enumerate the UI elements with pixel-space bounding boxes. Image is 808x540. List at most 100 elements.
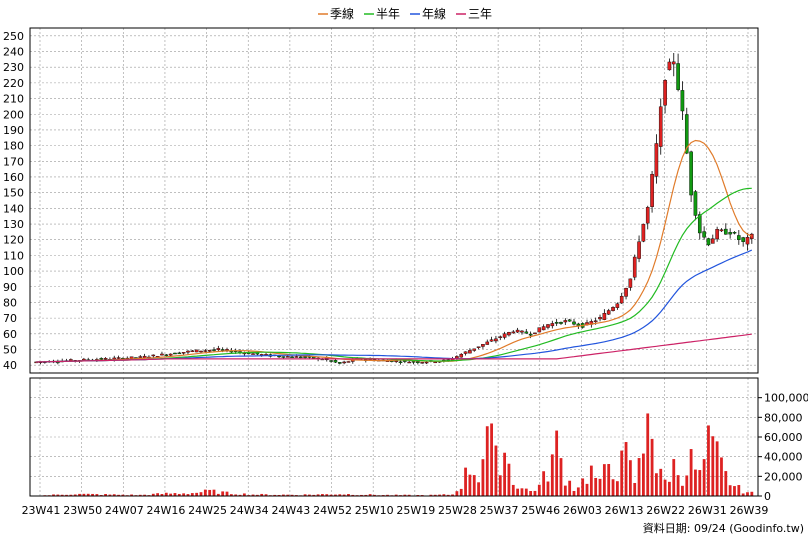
volume-bar [429, 494, 433, 496]
price-tick-label: 200 [3, 108, 24, 121]
candle-body [342, 361, 346, 364]
volume-bar [273, 494, 277, 496]
candle-body [615, 303, 620, 308]
volume-bar [156, 493, 160, 496]
volume-bar [78, 493, 81, 496]
volume-bar [520, 488, 524, 496]
price-tick-label: 50 [3, 343, 17, 356]
volume-bar [624, 442, 628, 496]
volume-bar [477, 482, 480, 496]
volume-bar [542, 471, 546, 496]
volume-bar [472, 475, 476, 496]
candle-body [303, 356, 307, 358]
volume-bar [576, 487, 580, 496]
time-tick-label: 24W07 [105, 504, 144, 517]
volume-bar [368, 494, 372, 496]
volume-bar [455, 491, 459, 496]
volume-bar [585, 483, 589, 496]
volume-bar [611, 479, 615, 496]
volume-bar [468, 474, 472, 496]
candle-body [420, 362, 424, 364]
candle-body [186, 350, 190, 353]
candle-body [164, 354, 169, 356]
candle-body [337, 362, 342, 364]
ma-line-156 [36, 333, 752, 363]
time-tick-label: 25W37 [480, 504, 519, 517]
volume-bar [433, 494, 437, 496]
volume-bar [407, 494, 411, 496]
volume-bar [550, 454, 554, 496]
candle-body [168, 353, 173, 356]
candle-body [416, 361, 420, 363]
volume-tick-label: 60,000 [764, 431, 803, 444]
candle-body [537, 327, 542, 333]
volume-bar [529, 490, 533, 496]
candle-body [151, 354, 156, 357]
volume-bar [229, 494, 233, 496]
volume-bar [143, 494, 147, 496]
candle-body [433, 361, 438, 364]
volume-bar [546, 481, 550, 496]
volume-bar [698, 470, 702, 496]
volume-bar [524, 488, 528, 496]
volume-bar [169, 493, 173, 496]
candle-body [329, 360, 333, 362]
volume-bar [112, 494, 116, 496]
legend-label: 年線 [422, 6, 446, 21]
candle-body [689, 151, 693, 196]
candle-body [216, 348, 221, 351]
time-tick-label: 24W52 [313, 504, 352, 517]
candle-body [559, 321, 563, 324]
volume-bar [685, 475, 689, 496]
candle-body [463, 351, 468, 354]
volume-series [34, 413, 754, 496]
volume-bar [351, 494, 355, 496]
candle-body [459, 353, 464, 358]
volume-bar [334, 494, 337, 496]
volume-bar [628, 460, 632, 496]
volume-bar [741, 493, 745, 496]
volume-bar [394, 494, 398, 496]
candle-body [667, 61, 672, 71]
candle-body [724, 228, 728, 235]
candle-body [650, 173, 654, 207]
legend-label: 半年 [376, 7, 400, 21]
price-tick-label: 60 [3, 328, 17, 341]
volume-bar [446, 494, 450, 496]
candle-body [112, 357, 117, 360]
volume-bar [216, 493, 220, 496]
candle-body [468, 350, 472, 354]
volume-bar [602, 464, 606, 496]
candle-body [663, 80, 667, 106]
candle-body [710, 238, 715, 244]
price-grid [30, 28, 758, 373]
volume-bar [715, 441, 719, 496]
candle-body [728, 232, 732, 235]
candle-body [103, 357, 108, 360]
volume-bar [672, 459, 676, 496]
candle-body [181, 352, 186, 354]
volume-tick-label: 80,000 [764, 411, 803, 424]
candle-body [702, 231, 706, 238]
candle-body [346, 361, 351, 363]
volume-bar [607, 463, 611, 496]
candle-body [424, 361, 429, 364]
candle-body [732, 232, 737, 234]
price-panel-border [29, 27, 759, 374]
candle-body [398, 361, 403, 363]
volume-bar [242, 493, 246, 496]
price-axis: 40 50 60 70 80 90 100 110 120 130 140 150 160 170 180 1… [3, 30, 24, 372]
legend-item: 半年 [364, 7, 400, 21]
volume-bar [707, 425, 710, 496]
volume-bar [364, 494, 368, 496]
volume-bar [459, 488, 463, 496]
candle-body [611, 307, 615, 311]
candle-body [116, 357, 121, 359]
time-tick-label: 24W34 [230, 504, 269, 517]
volume-bar [511, 484, 515, 496]
volume-bar [663, 479, 667, 496]
candle-body [554, 321, 559, 324]
volume-bar [711, 436, 715, 496]
candle-body [194, 349, 199, 353]
volume-bar [60, 494, 64, 496]
